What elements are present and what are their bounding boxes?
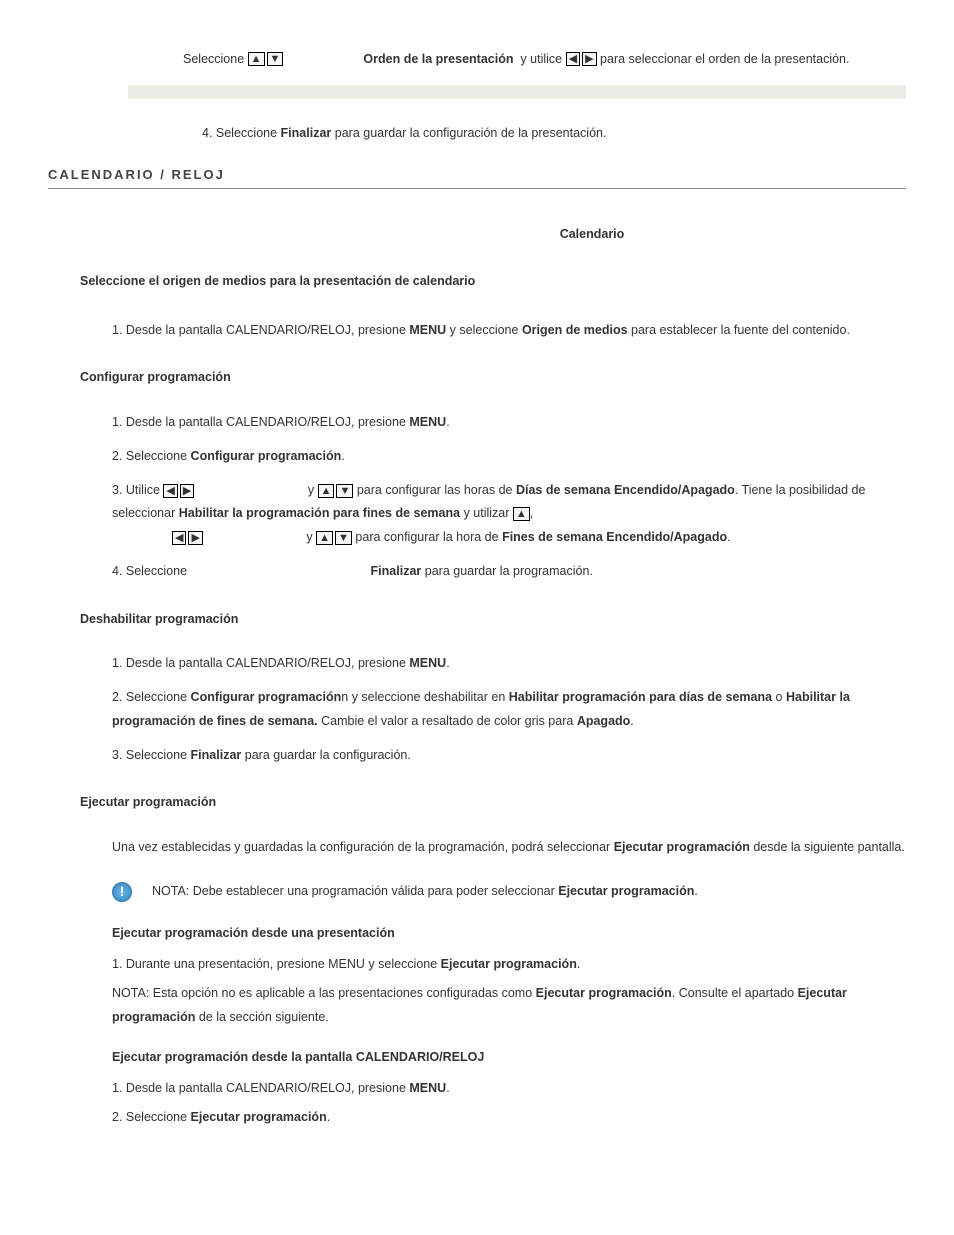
cfg-step3c: para configurar las horas de xyxy=(357,483,513,497)
to-select-order: para seleccionar el orden de la presenta… xyxy=(600,50,849,69)
comma1: , xyxy=(530,506,533,520)
cfg-step2b: 2. Seleccione xyxy=(112,449,187,463)
d2a: 2. Seleccione xyxy=(112,690,187,704)
weekends-label: Fines de semana Encendido/Apagado xyxy=(502,530,727,544)
select-origin-heading: Seleccione el origen de medios para la p… xyxy=(80,272,906,291)
lr-icons-2: ◀ ▶ xyxy=(163,484,194,498)
step4-prefix: 4. Seleccione xyxy=(202,126,277,140)
cfg-step3e: y utilizar xyxy=(464,506,510,520)
fc1a: 1. Desde la pantalla CALENDARIO/RELOJ, p… xyxy=(112,1081,406,1095)
from-pres-heading: Ejecutar programación desde una presenta… xyxy=(112,924,906,943)
orig-step1a: 1. Desde la pantalla CALENDARIO/RELOJ, p… xyxy=(112,323,406,337)
leftright-icons: ◀ ▶ xyxy=(566,52,597,66)
orig-step1c: para establecer la fuente del contenido. xyxy=(631,323,850,337)
exec-heading: Ejecutar programación xyxy=(80,793,906,812)
up-arrow-icon: ▲ xyxy=(513,507,530,521)
off-label: Apagado xyxy=(577,714,630,728)
cfg-step5a: 4. Seleccione xyxy=(112,564,187,578)
step4-suffix: para guardar la configuración de la pres… xyxy=(335,126,607,140)
note-dot: . xyxy=(694,884,697,898)
exec-bold-2: Ejecutar programación xyxy=(558,884,694,898)
d3a: 3. Seleccione xyxy=(112,748,187,762)
d2b: y seleccione deshabilitar en xyxy=(352,690,506,704)
cfg-step4c: para configurar la hora de xyxy=(355,530,498,544)
finalize-2: Finalizar xyxy=(371,564,422,578)
down-arrow-icon: ▼ xyxy=(335,531,352,545)
and2: y xyxy=(306,530,312,544)
ud-icons-3: ▲ xyxy=(513,507,530,521)
cfg-step3b xyxy=(198,483,308,497)
fp1b: . xyxy=(577,957,580,971)
exec-intro: Una vez establecidas y guardadas la conf… xyxy=(112,840,610,854)
fc2a: 2. Seleccione xyxy=(112,1110,187,1124)
text-select: Seleccione xyxy=(183,50,244,69)
and-label: y xyxy=(308,483,314,497)
cfg-step1a: 1. Desde la pantalla CALENDARIO/RELOJ, p… xyxy=(112,415,406,429)
d3b: para guardar la configuración. xyxy=(245,748,411,762)
down-arrow-icon: ▼ xyxy=(267,52,284,66)
finalize-3: Finalizar xyxy=(191,748,242,762)
left-arrow-icon: ◀ xyxy=(566,52,580,66)
origin-label: Origen de medios xyxy=(522,323,628,337)
up-arrow-icon: ▲ xyxy=(318,484,335,498)
up-arrow-icon: ▲ xyxy=(316,531,333,545)
menu-label-3: MENU xyxy=(409,656,446,670)
right-arrow-icon: ▶ xyxy=(582,52,596,66)
section-title: CALENDARIO / RELOJ xyxy=(48,165,906,190)
config-label-1: Configurar programación xyxy=(191,449,342,463)
finalize-label: Finalizar xyxy=(281,126,332,140)
exec-bold-3: Ejecutar programación xyxy=(441,957,577,971)
ud-icons-2: ▲ ▼ xyxy=(318,484,354,498)
or-label: o xyxy=(776,690,783,704)
exec-intro2: desde la siguiente pantalla. xyxy=(753,840,905,854)
right-arrow-icon: ▶ xyxy=(188,531,202,545)
left-arrow-icon: ◀ xyxy=(163,484,177,498)
up-arrow-icon: ▲ xyxy=(248,52,265,66)
order-label: Orden de la presentación xyxy=(363,50,513,69)
grey-bar xyxy=(128,85,906,99)
from-cal-heading: Ejecutar programación desde la pantalla … xyxy=(112,1048,906,1067)
updown-icons: ▲ ▼ xyxy=(248,52,284,66)
fp-note2: . Consulte el apartado xyxy=(672,986,794,1000)
fp1a: 1. Durante una presentación, presione ME… xyxy=(112,957,437,971)
exec-bold-1: Ejecutar programación xyxy=(614,840,750,854)
ud-icons-4: ▲ ▼ xyxy=(316,531,352,545)
weekdays-label: Días de semana Encendido/Apagado xyxy=(516,483,735,497)
d2c: Cambie el valor a resaltado de color gri… xyxy=(321,714,573,728)
enable-weekday: Habilitar programación para días de sema… xyxy=(509,690,772,704)
right-arrow-icon: ▶ xyxy=(180,484,194,498)
fp-note3: de la sección siguiente. xyxy=(195,1010,328,1024)
cfg-step5b: para guardar la programación. xyxy=(425,564,593,578)
dot1: . xyxy=(341,449,344,463)
fc2b: . xyxy=(327,1110,330,1124)
and-use: y utilice xyxy=(520,50,562,69)
d1a: 1. Desde la pantalla CALENDARIO/RELOJ, p… xyxy=(112,656,406,670)
menu-label-2: MENU xyxy=(409,415,446,429)
cfg-step3a: 3. Utilice xyxy=(112,483,160,497)
enable-weekend-label: Habilitar la programación para fines de … xyxy=(179,506,460,520)
disable-heading: Deshabilitar programación xyxy=(80,610,906,629)
config-heading: Configurar programación xyxy=(80,368,906,387)
exec-bold-4: Ejecutar programación xyxy=(536,986,672,1000)
fp-note: NOTA: Esta opción no es aplicable a las … xyxy=(112,986,532,1000)
info-icon: ! xyxy=(112,882,132,902)
menu-label-1: MENU xyxy=(409,323,446,337)
menu-label-4: MENU xyxy=(409,1081,446,1095)
down-arrow-icon: ▼ xyxy=(336,484,353,498)
note-text: NOTA: Debe establecer una programación v… xyxy=(152,884,555,898)
exec-bold-6: Ejecutar programación xyxy=(191,1110,327,1124)
config-label-2: Configurar programación xyxy=(191,690,342,704)
left-arrow-icon: ◀ xyxy=(172,531,186,545)
orig-step1b: y seleccione xyxy=(450,323,519,337)
calendar-label: Calendario xyxy=(48,225,906,244)
lr-icons-3: ◀ ▶ xyxy=(172,531,203,545)
